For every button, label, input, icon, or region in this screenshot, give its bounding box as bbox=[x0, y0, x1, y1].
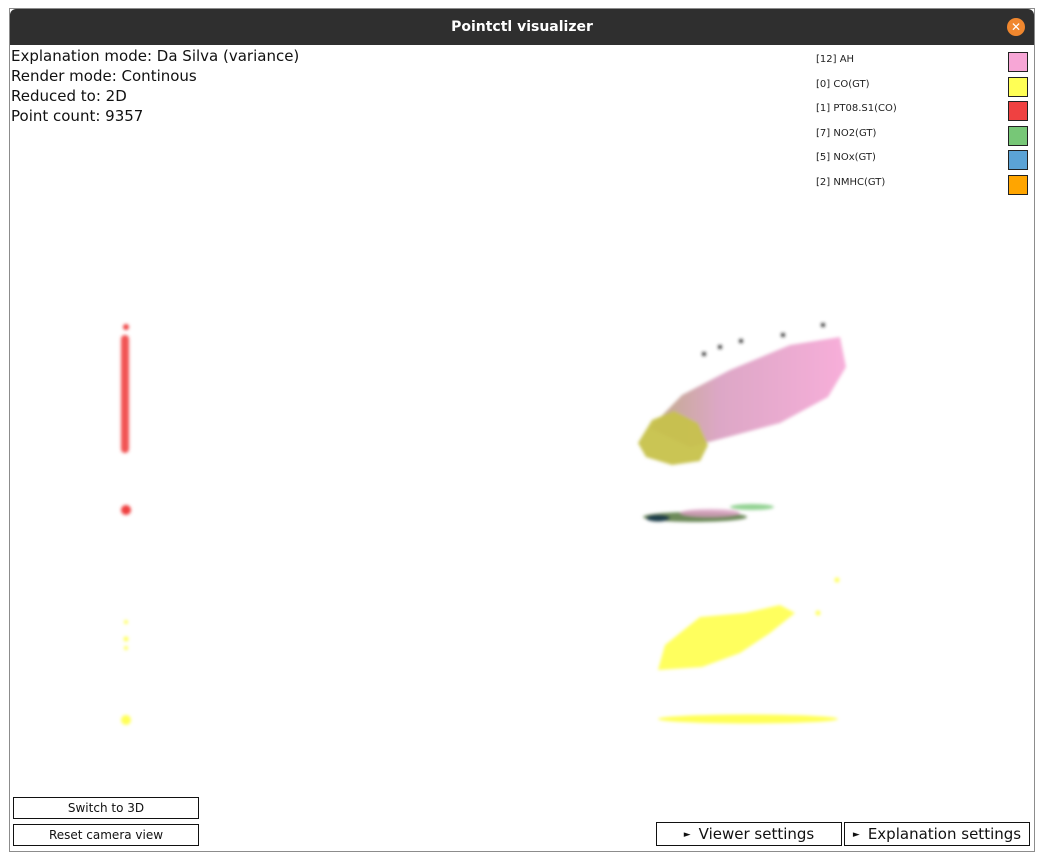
point-count-text: Point count: 9357 bbox=[11, 107, 144, 125]
cluster-olive bbox=[638, 411, 708, 465]
visualizer-window: Pointctl visualizer ✕ bbox=[9, 8, 1035, 852]
point-yellow-small-2 bbox=[123, 636, 129, 642]
legend-label: [1] PT08.S1(CO) bbox=[816, 103, 897, 115]
point-dark-5 bbox=[821, 323, 825, 327]
legend-item: [5] NOx(GT) bbox=[816, 150, 1028, 175]
legend-label: [12] AH bbox=[816, 54, 855, 65]
title-bar[interactable]: Pointctl visualizer ✕ bbox=[10, 9, 1034, 45]
legend-item: [0] CO(GT) bbox=[816, 76, 1028, 102]
reduced-to-text: Reduced to: 2D bbox=[11, 87, 127, 105]
viewer-settings-button[interactable]: ► Viewer settings bbox=[656, 822, 842, 846]
point-red-outlier bbox=[123, 324, 129, 330]
triangle-right-icon: ► bbox=[683, 830, 691, 840]
legend-swatch[interactable] bbox=[1008, 101, 1028, 122]
legend-item: [12] AH bbox=[816, 52, 1028, 77]
legend-label: [5] NOx(GT) bbox=[816, 152, 876, 164]
legend-swatch[interactable] bbox=[1008, 125, 1028, 146]
render-mode-text: Render mode: Continous bbox=[11, 67, 197, 85]
close-icon: ✕ bbox=[1010, 20, 1022, 34]
explanation-settings-label: Explanation settings bbox=[867, 825, 1022, 843]
point-dark-4 bbox=[781, 333, 785, 337]
legend-label: [0] CO(GT) bbox=[816, 78, 870, 90]
legend-swatch[interactable] bbox=[1008, 174, 1028, 195]
legend-swatch[interactable] bbox=[1008, 76, 1028, 97]
cluster-pink-main bbox=[650, 337, 846, 447]
point-yellow-outlier-1 bbox=[834, 577, 840, 583]
legend-item: [2] NMHC(GT) bbox=[816, 174, 1028, 200]
legend-label: [7] NO2(GT) bbox=[816, 127, 877, 139]
cluster-yellow-scatter bbox=[658, 605, 795, 670]
cluster-mixed-pink bbox=[680, 509, 740, 517]
point-dark-3 bbox=[739, 339, 743, 343]
switch-3d-button[interactable]: Switch to 3D bbox=[13, 797, 199, 819]
cluster-red-column bbox=[121, 335, 129, 453]
point-yellow-outlier-2 bbox=[815, 610, 821, 616]
window-title: Pointctl visualizer bbox=[451, 19, 593, 35]
legend-item: [7] NO2(GT) bbox=[816, 125, 1028, 151]
triangle-right-icon: ► bbox=[852, 830, 860, 840]
explanation-settings-button[interactable]: ► Explanation settings bbox=[844, 822, 1030, 846]
legend-swatch[interactable] bbox=[1008, 52, 1028, 72]
cluster-mixed-green bbox=[730, 504, 774, 510]
point-dark-1 bbox=[702, 352, 706, 356]
legend-item: [1] PT08.S1(CO) bbox=[816, 101, 1028, 126]
legend-swatch[interactable] bbox=[1008, 150, 1028, 171]
close-button[interactable]: ✕ bbox=[1007, 18, 1025, 36]
point-yellow-small-3 bbox=[124, 646, 128, 650]
point-yellow-single bbox=[121, 715, 131, 725]
point-dark-2 bbox=[718, 345, 722, 349]
cluster-mixed-dark bbox=[646, 514, 670, 522]
legend: [12] AH [0] CO(GT) [1] PT08.S1(CO) [7] N… bbox=[816, 52, 1028, 200]
explanation-mode-text: Explanation mode: Da Silva (variance) bbox=[11, 47, 300, 65]
reset-camera-button[interactable]: Reset camera view bbox=[13, 824, 199, 846]
point-yellow-small-1 bbox=[124, 620, 128, 624]
cluster-yellow-band bbox=[658, 714, 838, 724]
viewer-settings-label: Viewer settings bbox=[698, 825, 815, 843]
legend-label: [2] NMHC(GT) bbox=[816, 176, 886, 188]
scatter-plot[interactable] bbox=[10, 45, 1034, 851]
info-panel: Explanation mode: Da Silva (variance) Re… bbox=[11, 46, 299, 126]
point-red-single bbox=[121, 505, 131, 515]
